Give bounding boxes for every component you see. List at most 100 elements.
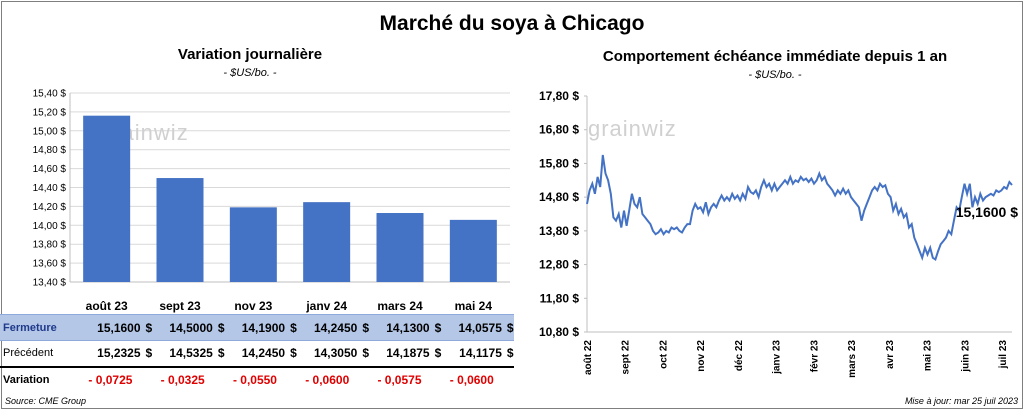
table-cell: 14,2450 bbox=[297, 314, 360, 341]
currency-cell bbox=[143, 367, 153, 393]
table-cell: 15,1600 bbox=[80, 314, 143, 341]
table-cell: 14,2450 bbox=[224, 340, 288, 368]
x-tick-label: janv 23 bbox=[772, 340, 783, 375]
left-chart-subtitle: - $US/bo. - bbox=[223, 67, 277, 79]
table-cell: 14,1300 bbox=[369, 314, 432, 341]
currency-cell bbox=[287, 367, 297, 393]
price-table: Fermeture 15,1600 $14,5000 $14,1900 $14,2450… bbox=[0, 314, 514, 393]
table-cell: 14,1875 bbox=[369, 340, 432, 368]
currency-cell: $ bbox=[287, 314, 298, 341]
currency-cell: $ bbox=[431, 314, 442, 341]
table-row: Variation - 0,0725 - 0,0325 - 0,0550 - 0,060… bbox=[0, 367, 514, 393]
currency-cell: $ bbox=[359, 340, 370, 368]
currency-cell: $ bbox=[142, 340, 153, 368]
row-label: Précédent bbox=[0, 340, 81, 368]
y-tick-label: 14,80 $ bbox=[539, 190, 579, 204]
x-tick-label: mars 24 bbox=[377, 299, 423, 313]
y-tick-label: 15,40 $ bbox=[33, 89, 67, 100]
y-tick-label: 13,40 $ bbox=[33, 278, 67, 289]
y-tick-label: 13,60 $ bbox=[33, 259, 67, 270]
y-tick-label: 14,00 $ bbox=[33, 221, 67, 232]
x-tick-label: juil 23 bbox=[998, 340, 1009, 370]
y-tick-label: 15,80 $ bbox=[539, 156, 579, 170]
currency-cell: $ bbox=[214, 314, 225, 341]
y-tick-label: 16,80 $ bbox=[539, 123, 579, 137]
price-line bbox=[586, 154, 1013, 262]
x-tick-label: oct 22 bbox=[658, 340, 669, 369]
bar bbox=[83, 115, 131, 283]
table-cell: 14,1900 bbox=[224, 314, 288, 341]
row-label: Fermeture bbox=[0, 314, 81, 341]
x-tick-label: nov 22 bbox=[696, 340, 707, 372]
left-chart-title: Variation journalière bbox=[177, 46, 323, 63]
right-chart-subtitle: - $US/bo. - bbox=[748, 69, 802, 81]
bar bbox=[449, 219, 497, 282]
grainwiz-watermark: grainwiz bbox=[588, 116, 677, 141]
y-tick-label: 17,80 $ bbox=[539, 89, 579, 103]
y-tick-label: 13,80 $ bbox=[33, 240, 67, 251]
line-chart: 10,80 $ 11,80 $ 12,80 $ 13,80 $ 14,80 $ 15,80… bbox=[539, 89, 1018, 378]
table-cell: 14,0575 bbox=[441, 314, 504, 341]
source-note: Source: CME Group bbox=[5, 396, 87, 406]
x-tick-label: nov 23 bbox=[234, 299, 272, 313]
currency-cell: $ bbox=[359, 314, 370, 341]
update-note: Mise à jour: mar 25 juil 2023 bbox=[904, 396, 1018, 406]
currency-cell bbox=[359, 367, 369, 393]
bar bbox=[376, 213, 424, 282]
currency-cell: $ bbox=[287, 340, 298, 368]
table-cell: - 0,0725 bbox=[88, 373, 133, 387]
x-tick-label: janv 24 bbox=[305, 299, 347, 313]
y-tick-label: 14,40 $ bbox=[33, 183, 67, 194]
x-tick-label: mai 23 bbox=[923, 340, 934, 372]
table-cell: - 0,0575 bbox=[377, 373, 422, 387]
currency-cell bbox=[432, 367, 442, 393]
watermark-text: grainwiz bbox=[588, 116, 677, 141]
y-tick-label: 14,80 $ bbox=[33, 145, 67, 156]
last-price-label: 15,1600 $ bbox=[956, 204, 1018, 220]
y-tick-label: 15,20 $ bbox=[33, 107, 67, 118]
bar bbox=[229, 207, 277, 282]
bar-chart: 13,40 $ 13,60 $ 13,80 $ 14,00 $ 14,20 $ 14,40… bbox=[33, 89, 510, 313]
currency-cell: $ bbox=[431, 340, 442, 368]
x-tick-label: févr 23 bbox=[809, 340, 820, 373]
bar bbox=[156, 178, 204, 282]
y-tick-label: 13,80 $ bbox=[539, 224, 579, 238]
table-cell: - 0,0600 bbox=[305, 373, 350, 387]
x-tick-label: août 22 bbox=[583, 340, 594, 375]
right-chart-title: Comportement échéance immédiate depuis 1… bbox=[602, 48, 948, 65]
table-cell: 14,5325 bbox=[152, 340, 215, 368]
x-tick-label: juin 23 bbox=[960, 340, 971, 373]
currency-cell: $ bbox=[142, 314, 153, 341]
x-tick-label: déc 22 bbox=[734, 340, 745, 372]
table-cell: 14,3050 bbox=[297, 340, 360, 368]
currency-cell: $ bbox=[214, 340, 225, 368]
currency-cell bbox=[504, 367, 514, 393]
currency-cell: $ bbox=[503, 340, 514, 368]
y-tick-label: 15,00 $ bbox=[33, 126, 67, 137]
x-tick-label: mai 24 bbox=[455, 299, 493, 313]
row-label: Variation bbox=[3, 374, 50, 386]
x-tick-label: mars 23 bbox=[847, 340, 858, 378]
y-tick-label: 14,20 $ bbox=[33, 202, 67, 213]
table-row: Précédent 15,2325 $14,5325 $14,2450 $14,3050… bbox=[0, 340, 514, 368]
x-tick-label: sept 22 bbox=[621, 340, 632, 375]
bar bbox=[303, 202, 351, 282]
x-tick-label: avr 23 bbox=[885, 340, 896, 369]
table-cell: - 0,0600 bbox=[449, 373, 494, 387]
table-cell: 15,2325 bbox=[80, 340, 143, 368]
currency-cell bbox=[215, 367, 225, 393]
currency-cell: $ bbox=[503, 314, 514, 341]
x-tick-label: sept 23 bbox=[159, 299, 201, 313]
main-title: Marché du soya à Chicago bbox=[379, 12, 645, 35]
table-cell: - 0,0550 bbox=[232, 373, 277, 387]
table-cell: - 0,0325 bbox=[160, 373, 205, 387]
table-row: Fermeture 15,1600 $14,5000 $14,1900 $14,2450… bbox=[0, 314, 514, 341]
y-tick-label: 12,80 $ bbox=[539, 258, 579, 272]
y-tick-label: 14,60 $ bbox=[33, 164, 67, 175]
table-cell: 14,5000 bbox=[152, 314, 215, 341]
y-tick-label: 10,80 $ bbox=[539, 325, 579, 339]
table-cell: 14,1175 bbox=[441, 340, 504, 368]
y-tick-label: 11,80 $ bbox=[540, 291, 580, 305]
x-tick-label: août 23 bbox=[86, 299, 128, 313]
